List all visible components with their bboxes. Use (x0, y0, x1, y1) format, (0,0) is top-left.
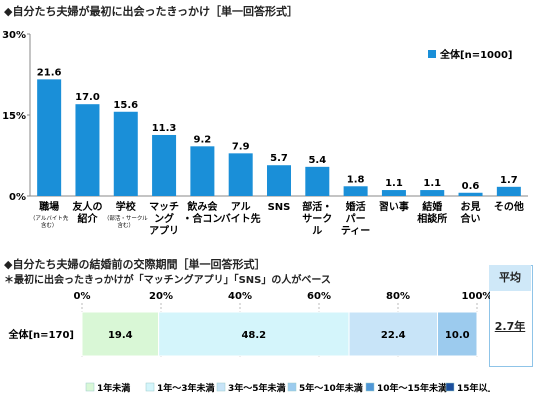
stacked-segment (348, 311, 438, 357)
bar (228, 153, 253, 196)
bar-value-label: 0.6 (462, 181, 480, 192)
category-label: 職場 (39, 200, 59, 213)
category-label: 飲み会・合コン (182, 200, 222, 225)
category-note: （部活・サークル含む） (104, 214, 148, 229)
average-value: 2.7年 (494, 320, 526, 333)
bar-value-label: 5.7 (270, 153, 288, 164)
bar-value-label: 1.8 (347, 174, 365, 185)
bar (305, 166, 330, 196)
legend-swatch (365, 382, 375, 392)
legend-label: 1年～3年未満 (157, 382, 215, 394)
legend-swatch (428, 50, 436, 58)
bar-value-label: 9.2 (194, 134, 212, 145)
category-label: アルバイト先 (221, 201, 261, 225)
category-label: お見合い (460, 201, 481, 225)
bar-value-label: 17.0 (75, 92, 100, 103)
legend-label: 全体[n=1000] (439, 48, 512, 61)
category-label: 婚活パーティー (341, 200, 370, 237)
x-tick-label: 40% (228, 291, 252, 302)
stacked-segment (437, 311, 478, 357)
category-note: （アルバイト先含む） (30, 214, 69, 229)
y-tick-label: 15% (2, 111, 26, 122)
legend-label: 1年未満 (97, 382, 130, 394)
bar-value-label: 1.1 (423, 178, 441, 189)
category-label: 部活・サークル (302, 200, 332, 237)
chart2-subtitle: ＊最初に出会ったきっかけが「マッチングアプリ」「SNS」の人がベース (4, 275, 331, 286)
legend-swatch (287, 382, 297, 392)
x-tick-label: 60% (307, 291, 331, 302)
segment-value-label: 19.4 (108, 330, 133, 341)
bar (190, 146, 215, 196)
stacked-segment (158, 311, 350, 357)
legend-swatch (445, 382, 455, 392)
row-label: 全体[n=170] (7, 328, 74, 341)
bar-value-label: 7.9 (232, 141, 250, 152)
bar (37, 79, 62, 196)
chart1-title: ◆自分たち夫婦が最初に出会ったきっかけ［単一回答形式］ (4, 5, 299, 18)
bar (420, 190, 445, 196)
x-tick-label: 20% (149, 291, 173, 302)
average-header: 平均 (489, 265, 531, 291)
bar-value-label: 5.4 (308, 155, 326, 166)
x-tick-label: 0% (74, 291, 91, 302)
category-label: 友人の紹介 (72, 200, 102, 225)
bar (496, 186, 521, 196)
legend-label: 15年以上 (457, 382, 490, 394)
category-label: 学校 (116, 200, 137, 213)
segment-value-label: 48.2 (241, 330, 266, 341)
legend-label: 3年～5年未満 (228, 382, 286, 394)
bar (113, 111, 138, 196)
bar (152, 134, 177, 196)
legend-label: 5年～10年未満 (299, 382, 363, 394)
legend-label: 10年～15年未満 (377, 382, 447, 394)
chart2-title: ◆自分たち夫婦の結婚前の交際期間［単一回答形式］ (4, 258, 266, 271)
bar-value-label: 11.3 (152, 123, 177, 134)
legend-swatch (145, 382, 155, 392)
y-tick-label: 0% (9, 192, 26, 203)
bar-value-label: 21.6 (37, 67, 62, 78)
bar (343, 186, 368, 196)
chart1-svg: 0% 15% 30% 全体[n=1000] 21.6 17.0 15.6 11.3 9.2 7.9… (2, 30, 528, 237)
bar-value-label: 15.6 (113, 100, 138, 111)
category-label: 結婚相談所 (417, 200, 447, 225)
legend-swatch (216, 382, 226, 392)
bar-value-label: 1.7 (500, 175, 518, 186)
x-tick-label: 100% (462, 291, 490, 302)
stacked-segment (81, 311, 160, 357)
category-label: マッチングアプリ (149, 201, 179, 237)
bar (267, 165, 291, 196)
legend-swatch (85, 382, 95, 392)
segment-value-label: 10.0 (445, 330, 470, 341)
bar (381, 190, 406, 196)
category-label: 習い事 (379, 200, 409, 213)
bar-value-label: 1.1 (385, 178, 403, 189)
category-label: SNS (268, 202, 291, 213)
bar (458, 192, 483, 196)
y-tick-label: 30% (2, 30, 26, 41)
segment-value-label: 22.4 (381, 330, 406, 341)
chart2-svg: 0% 20% 40% 60% 80% 100% 全体[n=170] 19.4 48.2 22.4 1… (7, 291, 490, 394)
category-label: その他 (494, 200, 524, 213)
x-tick-label: 80% (386, 291, 410, 302)
bar (75, 104, 100, 196)
